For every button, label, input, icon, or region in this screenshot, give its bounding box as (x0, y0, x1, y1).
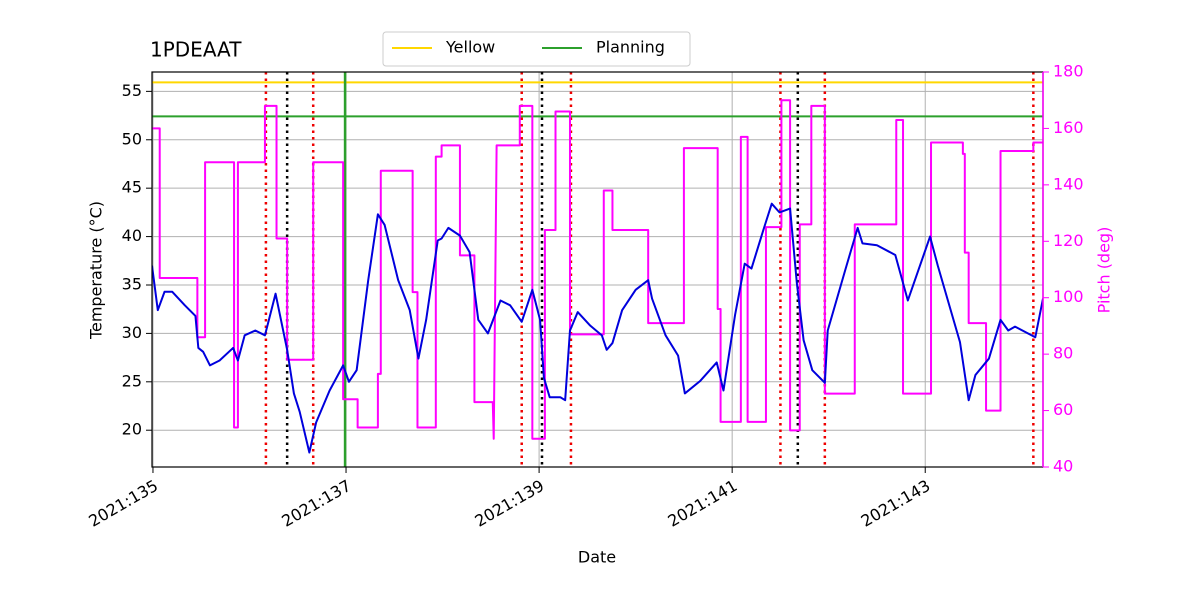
y2-tick-label: 160 (1053, 118, 1084, 137)
x-axis-label: Date (578, 548, 616, 567)
y-tick-label: 20 (122, 420, 142, 439)
y-tick-label: 25 (122, 371, 142, 390)
y-tick-label: 55 (122, 81, 142, 100)
y2-tick-label: 80 (1053, 344, 1073, 363)
y-tick-label: 40 (122, 226, 142, 245)
plot-area (152, 72, 1043, 467)
legend-label: Planning (596, 38, 665, 57)
y-axis-label: Temperature (°C) (87, 201, 106, 340)
y2-tick-label: 60 (1053, 400, 1073, 419)
data-line (152, 202, 1043, 454)
y2-tick-label: 140 (1053, 174, 1084, 193)
y2-tick-label: 180 (1053, 62, 1084, 81)
y2-tick-label: 40 (1053, 457, 1073, 476)
legend-box (382, 31, 691, 67)
y-tick-label: 35 (122, 274, 142, 293)
chart-title: 1PDEAAT (150, 38, 242, 62)
y-tick-label: 30 (122, 323, 142, 342)
y2-tick-label: 100 (1053, 287, 1084, 306)
y2-axis-label: Pitch (deg) (1095, 227, 1114, 314)
data-line (152, 99, 1043, 440)
legend: Yellow Planning (392, 38, 665, 57)
y-tick-label: 50 (122, 129, 142, 148)
y2-tick-label: 120 (1053, 231, 1084, 250)
legend-label: Yellow (445, 38, 495, 57)
grid (152, 72, 1043, 467)
y-tick-label: 45 (122, 178, 142, 197)
